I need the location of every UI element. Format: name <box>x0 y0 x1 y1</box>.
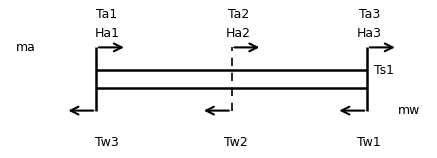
Text: Tw2: Tw2 <box>224 136 248 149</box>
Text: Tw3: Tw3 <box>95 136 119 149</box>
Text: Ha1: Ha1 <box>94 27 120 40</box>
Text: Ta2: Ta2 <box>228 8 249 21</box>
Text: Ha3: Ha3 <box>357 27 382 40</box>
Text: Ta1: Ta1 <box>97 8 118 21</box>
Text: Ts1: Ts1 <box>374 64 394 77</box>
Text: Ta3: Ta3 <box>359 8 380 21</box>
Text: Ha2: Ha2 <box>225 27 251 40</box>
Text: Tw1: Tw1 <box>357 136 381 149</box>
Text: ma: ma <box>16 41 36 54</box>
Text: mw: mw <box>397 104 420 117</box>
